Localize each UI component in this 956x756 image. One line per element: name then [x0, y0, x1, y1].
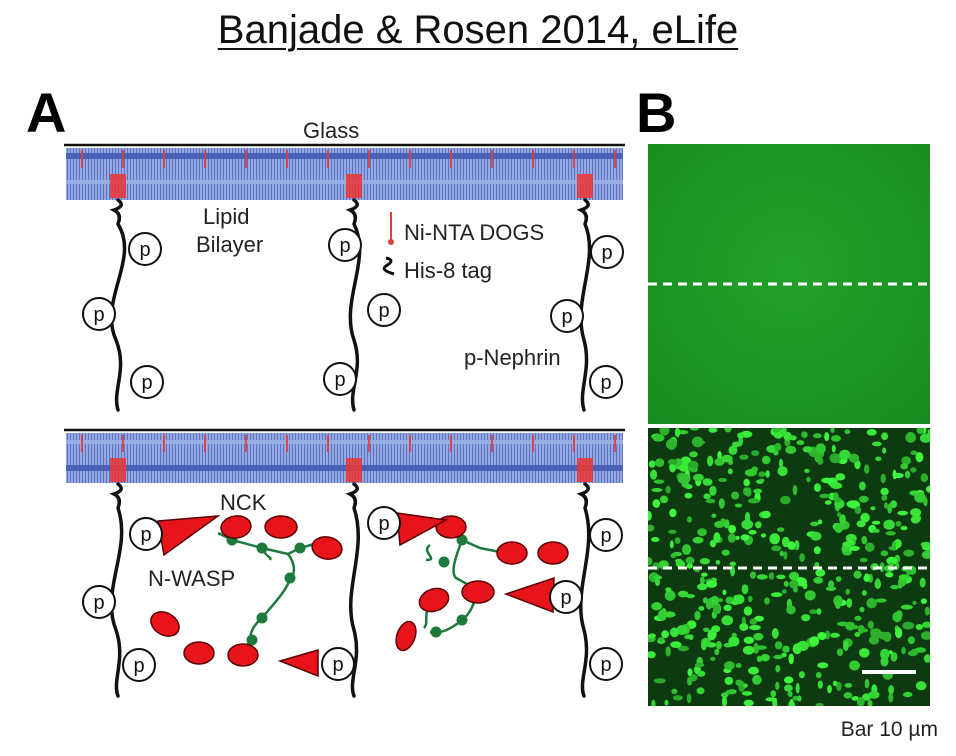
phospho-label: p — [141, 372, 152, 394]
panel-a-letter: A — [26, 81, 67, 144]
phospho-label: p — [601, 242, 612, 264]
phospho-tyrosines: p p p p p p p p p p p p p p p p p — [82, 228, 624, 682]
phospho-label: p — [561, 306, 572, 328]
phospho-circle — [367, 293, 401, 327]
phospho-label: p — [93, 592, 104, 614]
phospho-label: p — [600, 654, 611, 676]
scale-bar-caption: Bar 10 µm — [840, 718, 938, 741]
phospho-circle — [323, 362, 357, 396]
nck-proteins — [150, 515, 569, 667]
phospho-label: p — [560, 587, 571, 609]
phospho-circle — [549, 580, 583, 614]
phospho-circle — [130, 365, 164, 399]
micrograph-top — [648, 144, 930, 424]
micrograph-bottom — [648, 428, 930, 706]
phospho-label: p — [600, 372, 611, 394]
membrane-bottom — [64, 428, 625, 483]
phospho-circle — [590, 235, 624, 269]
phospho-label: p — [378, 513, 389, 535]
phospho-circle — [82, 297, 116, 331]
n-wasp-label: N-WASP — [148, 566, 236, 591]
phospho-circle — [82, 585, 116, 619]
figure-title: Banjade & Rosen 2014, eLife — [217, 8, 739, 52]
phospho-circle — [122, 648, 156, 682]
his-tag-legend-icon — [382, 256, 395, 276]
phospho-circle — [128, 232, 162, 266]
lipid-label-line1: Lipid — [203, 204, 250, 229]
ni-nta-label: Ni-NTA DOGS — [404, 220, 545, 245]
membrane-top — [64, 143, 625, 200]
phospho-circle — [589, 647, 623, 681]
phospho-label: p — [93, 304, 104, 326]
phospho-label: p — [600, 525, 611, 547]
phospho-circle — [367, 506, 401, 540]
phospho-label: p — [140, 524, 151, 546]
sh2-domains — [157, 512, 555, 678]
phospho-label: p — [378, 300, 389, 322]
phospho-circle — [321, 647, 355, 681]
lipid-label-line2: Bilayer — [196, 232, 264, 257]
his-tag-label: His-8 tag — [404, 258, 493, 283]
phospho-label: p — [139, 239, 150, 261]
phospho-circle — [129, 517, 163, 551]
phospho-label: p — [339, 235, 350, 257]
phospho-circle — [328, 228, 362, 262]
phospho-label: p — [133, 655, 144, 677]
glass-label: Glass — [303, 118, 360, 143]
phospho-circle — [550, 299, 584, 333]
phospho-circle — [589, 518, 623, 552]
panel-b-letter: B — [636, 81, 677, 144]
nck-label: NCK — [220, 490, 267, 515]
phospho-circle — [589, 365, 623, 399]
phospho-label: p — [332, 654, 343, 676]
phospho-label: p — [334, 369, 345, 391]
p-nephrin-label: p-Nephrin — [464, 345, 561, 370]
